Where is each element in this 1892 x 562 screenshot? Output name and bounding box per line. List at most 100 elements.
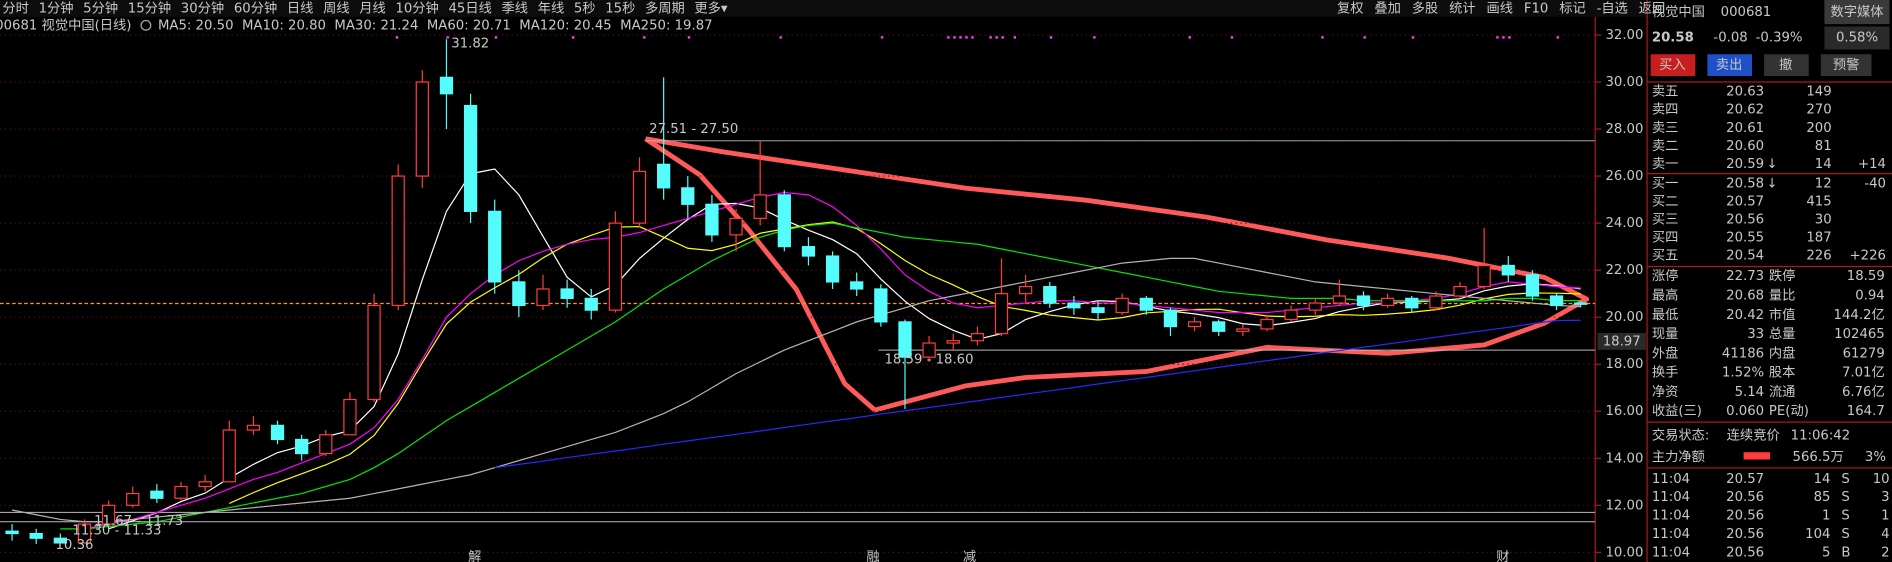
candle-body — [1284, 309, 1298, 321]
legend-entry: MA60: 20.71 — [427, 18, 511, 33]
stat-label: 最低 — [1652, 307, 1679, 323]
trade-volume: 85 — [1814, 490, 1831, 505]
stat-value: 102465 — [1834, 327, 1885, 342]
candle-body — [994, 293, 1009, 335]
flow-pct: 3% — [1865, 450, 1886, 465]
candle-body — [705, 203, 719, 236]
tool-button[interactable]: 画线 — [1486, 0, 1513, 16]
stat-value: 41186 — [1722, 346, 1764, 361]
tool-button[interactable]: -自选 — [1597, 0, 1628, 16]
period-tab[interactable]: 5秒 — [574, 0, 596, 16]
period-tab[interactable]: 更多▾ — [694, 0, 728, 16]
trade-time: 11:04 — [1652, 472, 1690, 487]
event-dot — [1556, 36, 1559, 39]
tool-button[interactable]: 标记 — [1559, 0, 1586, 16]
candle-body — [222, 429, 236, 483]
period-tab[interactable]: 30分钟 — [181, 0, 224, 16]
tool-button[interactable]: 叠加 — [1374, 0, 1401, 16]
stat-value: 61279 — [1843, 346, 1885, 361]
event-marker: 融 — [866, 549, 879, 562]
legend-entry: MA30: 21.24 — [334, 18, 418, 33]
trade-price: 20.56 — [1726, 546, 1764, 561]
tool-button[interactable]: 统计 — [1449, 0, 1476, 16]
annotation: 27.51 - 27.50 — [649, 122, 738, 137]
book-volume: 270 — [1806, 103, 1831, 118]
trade-count: 3 — [1881, 490, 1889, 505]
candle-body — [295, 438, 309, 455]
legend-entry: MA10: 20.80 — [242, 18, 326, 33]
candle-body — [608, 222, 623, 311]
candle-body — [343, 398, 357, 436]
period-tab[interactable]: 5分钟 — [83, 0, 118, 16]
stock-name: 视觉中国 — [1652, 4, 1705, 20]
ma-line — [84, 191, 1581, 530]
candle-body — [632, 170, 647, 224]
toolbar-bg — [0, 0, 1648, 17]
period-tab[interactable]: 15秒 — [605, 0, 635, 16]
trade-button[interactable]: 预警 — [1833, 57, 1860, 73]
candle-body — [898, 321, 912, 358]
alert-button-bg[interactable] — [1820, 54, 1872, 76]
book-volume: 226 — [1806, 249, 1831, 264]
trade-price: 20.56 — [1726, 490, 1764, 505]
book-label: 卖一 — [1652, 156, 1679, 172]
stat-label: 现量 — [1652, 326, 1679, 342]
period-tab[interactable]: 年线 — [538, 0, 565, 16]
candle-body — [560, 288, 574, 299]
candle-body — [970, 333, 985, 342]
event-dot — [687, 36, 691, 39]
stat-label: 股本 — [1769, 365, 1796, 381]
candle-body — [463, 104, 478, 212]
trade-button[interactable]: 撤 — [1779, 56, 1792, 73]
candle-body — [1236, 328, 1250, 332]
trade-button[interactable]: 卖出 — [1716, 57, 1743, 73]
book-arrow: ↓ — [1767, 176, 1778, 191]
book-volume: 30 — [1815, 212, 1832, 227]
period-tab[interactable]: 周线 — [323, 0, 350, 16]
period-tab[interactable]: 1分钟 — [39, 0, 74, 16]
sell-button-bg[interactable] — [1707, 54, 1753, 76]
stat-label: 涨停 — [1652, 267, 1679, 284]
change-pct: -0.39% — [1756, 30, 1803, 45]
y-tick-label: 14.00 — [1605, 451, 1643, 466]
stock-code: 000681 — [1721, 5, 1772, 20]
book-label: 卖三 — [1652, 120, 1679, 136]
trade-time: 11:04 — [1652, 509, 1690, 524]
y-tick-label: 32.00 — [1605, 28, 1643, 43]
trade-button[interactable]: 买入 — [1659, 57, 1686, 73]
cancel-button-bg[interactable] — [1764, 54, 1809, 76]
candle-body — [367, 304, 381, 401]
book-volume: 14 — [1815, 157, 1832, 172]
tool-button[interactable]: 多股 — [1412, 0, 1439, 16]
tool-button[interactable]: 返回 — [1639, 0, 1666, 16]
period-tab[interactable]: 15分钟 — [128, 0, 171, 16]
trade-count: 4 — [1881, 527, 1889, 542]
book-price: 20.59 — [1726, 157, 1764, 172]
period-tab[interactable]: 多周期 — [645, 0, 685, 16]
period-tab[interactable]: 月线 — [359, 0, 386, 16]
candle-body — [1501, 264, 1515, 276]
trade-side: S — [1841, 509, 1849, 524]
period-tab[interactable]: 日线 — [287, 0, 314, 16]
settings-icon[interactable] — [140, 19, 152, 31]
period-tab[interactable]: 45日线 — [448, 0, 491, 16]
tool-button[interactable]: 复权 — [1337, 0, 1364, 16]
trade-side: S — [1841, 527, 1849, 542]
buy-button-bg[interactable] — [1650, 54, 1696, 76]
candle-body — [439, 76, 454, 95]
period-tab[interactable]: 10分钟 — [395, 0, 438, 16]
event-dot — [571, 36, 575, 39]
y-tick-label: 12.00 — [1605, 498, 1643, 513]
stat-label: 流通 — [1769, 384, 1796, 400]
period-tab[interactable]: 分时 — [2, 0, 29, 16]
stat-label: 总量 — [1769, 326, 1796, 342]
period-tab[interactable]: 季线 — [502, 0, 529, 16]
tool-button[interactable]: F10 — [1524, 1, 1548, 16]
candle-body — [101, 504, 116, 525]
stat-value: 6.76亿 — [1842, 384, 1885, 400]
event-dot — [1411, 36, 1415, 39]
book-volume: 81 — [1815, 139, 1832, 154]
period-tab[interactable]: 60分钟 — [234, 0, 277, 16]
event-dot — [1502, 36, 1505, 39]
